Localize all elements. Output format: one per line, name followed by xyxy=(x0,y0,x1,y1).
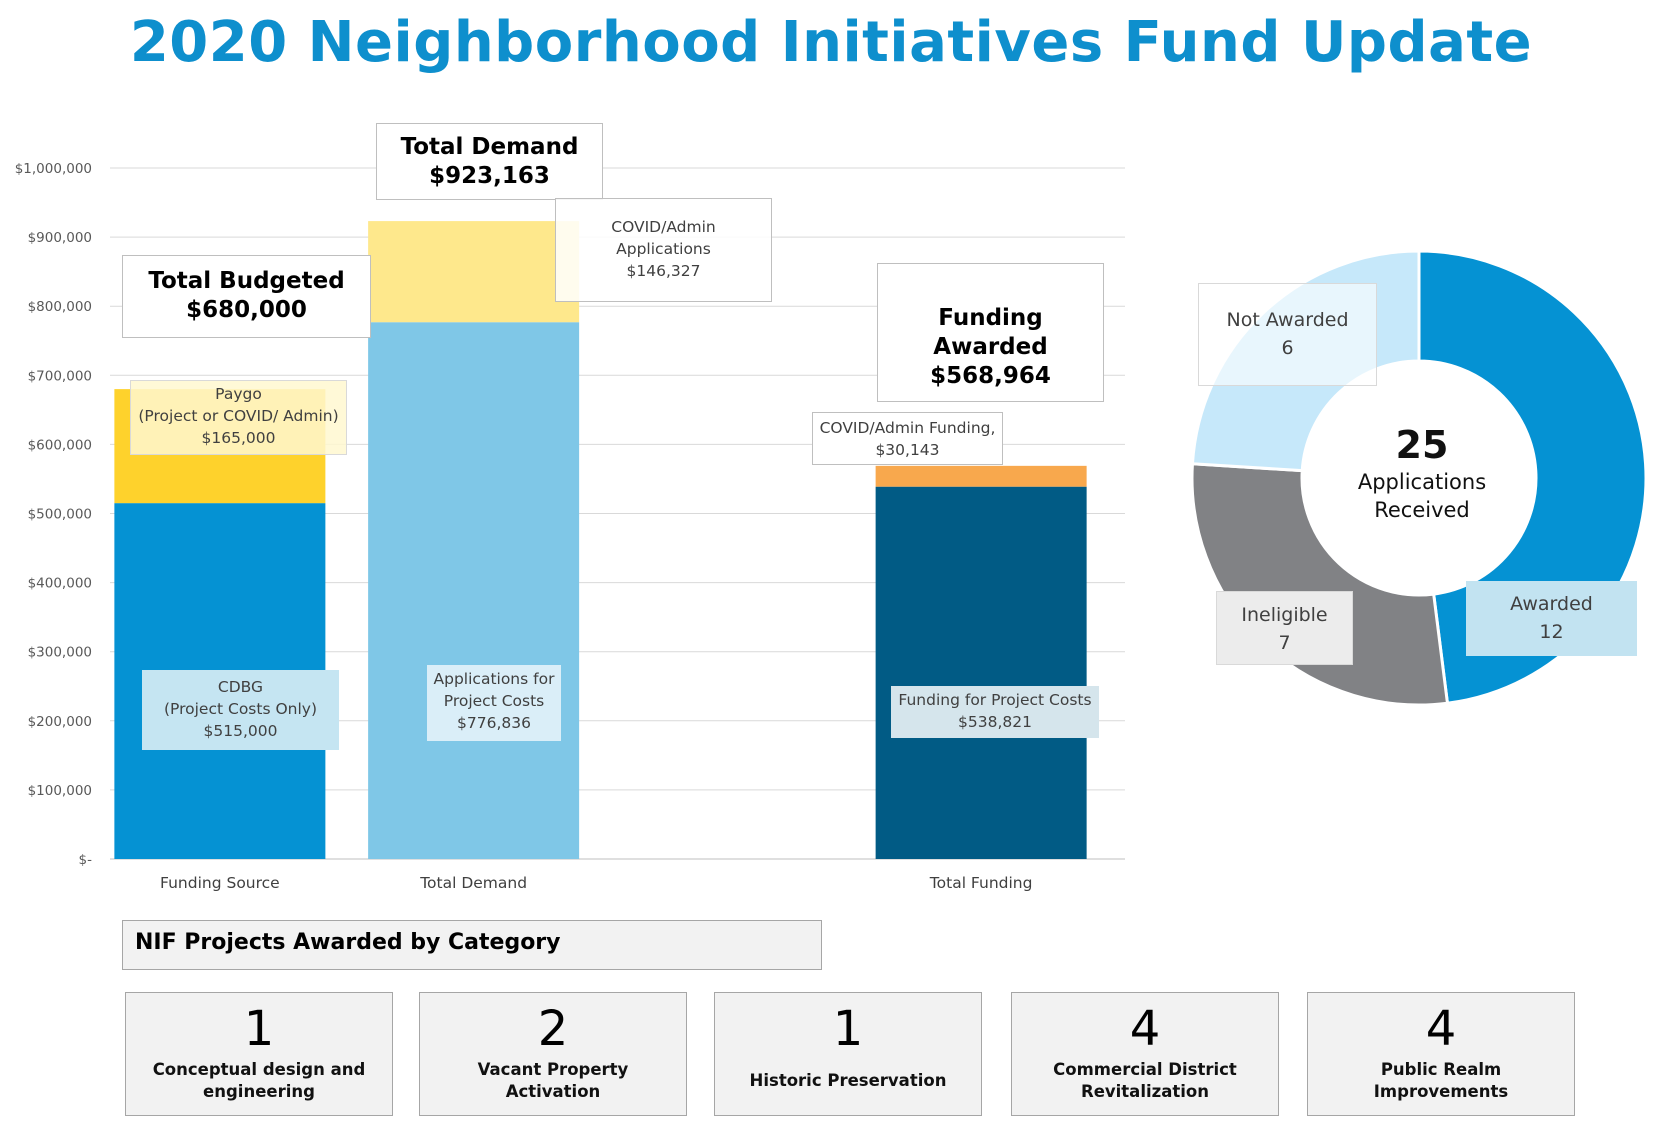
data-label-applications: Applications for Project Costs $776,836 xyxy=(427,665,561,741)
data-label-paygo: Paygo (Project or COVID/ Admin) $165,000 xyxy=(130,380,347,455)
category-count: 2 xyxy=(537,1001,569,1057)
bar-segment xyxy=(368,221,580,323)
not-awarded-label: Not Awarded xyxy=(1226,309,1349,331)
bar-segment xyxy=(875,486,1087,859)
covid-applications-label-line: COVID/Admin xyxy=(611,218,716,236)
donut-slice xyxy=(1190,462,1450,707)
y-tick-label: $800,000 xyxy=(28,299,92,315)
category-count: 1 xyxy=(243,1001,275,1057)
donut-center-text: Applications xyxy=(1357,470,1487,494)
funding-projects-label-line: Funding for Project Costs xyxy=(898,691,1092,709)
category-name: Vacant Property Activation xyxy=(477,1060,629,1101)
total-demand-amount: $923,163 xyxy=(429,163,550,189)
funding-awarded-amount: $568,964 xyxy=(930,363,1051,389)
cdbg-label-line: CDBG xyxy=(217,678,264,696)
covid-applications-label-value: $146,327 xyxy=(626,262,701,280)
donut-center-text: Received xyxy=(1374,498,1470,522)
total-demand-heading: Total Demand xyxy=(400,134,579,160)
total-demand-box: Total Demand $923,163 xyxy=(376,123,603,200)
not-awarded-count: 6 xyxy=(1281,337,1294,359)
awarded-label: Awarded xyxy=(1510,593,1593,615)
paygo-label-value: $165,000 xyxy=(201,429,276,447)
paygo-label-line: (Project or COVID/ Admin) xyxy=(138,407,339,425)
cdbg-label-line: (Project Costs Only) xyxy=(163,700,318,718)
page-title: 2020 Neighborhood Initiatives Fund Updat… xyxy=(129,10,1533,75)
y-tick-label: $1,000,000 xyxy=(15,161,92,177)
x-tick-label: Total Demand xyxy=(419,874,527,892)
ineligible-label: Ineligible xyxy=(1241,604,1328,626)
category-count: 1 xyxy=(832,1001,864,1057)
donut-center-value: 25 xyxy=(1395,423,1449,467)
donut-center-label: 25 Applications Received xyxy=(1322,422,1522,524)
bar-segment xyxy=(875,465,1087,487)
ineligible-count: 7 xyxy=(1278,632,1291,654)
category-count: 4 xyxy=(1129,1001,1161,1057)
category-card: 2 Vacant Property Activation xyxy=(419,992,687,1116)
covid-funding-label-line: COVID/Admin Funding, xyxy=(819,419,996,437)
y-tick-label: $300,000 xyxy=(28,645,92,661)
x-tick-label: Total Funding xyxy=(929,874,1033,892)
applications-label-line: Applications for xyxy=(433,670,555,688)
awarded-count: 12 xyxy=(1539,621,1564,643)
cdbg-label-value: $515,000 xyxy=(203,722,278,740)
y-tick-label: $100,000 xyxy=(28,783,92,799)
total-budgeted-box: Total Budgeted $680,000 xyxy=(122,255,371,338)
y-tick-label: $500,000 xyxy=(28,507,92,523)
covid-applications-label-line: Applications xyxy=(616,240,711,258)
data-label-cdbg: CDBG (Project Costs Only) $515,000 xyxy=(142,670,339,750)
pie-label-awarded: Awarded 12 xyxy=(1466,581,1637,656)
y-tick-label: $600,000 xyxy=(28,437,92,453)
y-tick-label: $900,000 xyxy=(28,230,92,246)
category-count: 4 xyxy=(1425,1001,1457,1057)
funding-awarded-heading: Funding Awarded xyxy=(933,305,1048,360)
category-name: Public Realm Improvements xyxy=(1373,1060,1509,1101)
bar-segment xyxy=(368,322,580,860)
pie-label-not-awarded: Not Awarded 6 xyxy=(1198,283,1377,386)
applications-label-value: $776,836 xyxy=(457,714,531,732)
category-card: 4 Commercial District Revitalization xyxy=(1011,992,1279,1116)
applications-label-line: Project Costs xyxy=(443,692,545,710)
paygo-label-line: Paygo xyxy=(215,385,262,403)
funding-projects-label-value: $538,821 xyxy=(958,713,1032,731)
category-name: Conceptual design and engineering xyxy=(152,1060,366,1101)
pie-label-ineligible: Ineligible 7 xyxy=(1216,591,1353,665)
x-tick-label: Funding Source xyxy=(160,874,280,892)
y-tick-label: $200,000 xyxy=(28,714,92,730)
y-tick-label: $700,000 xyxy=(28,368,92,384)
data-label-funding-projects: Funding for Project Costs $538,821 xyxy=(891,686,1099,738)
category-card: 4 Public Realm Improvements xyxy=(1307,992,1575,1116)
funding-awarded-box: Funding Awarded $568,964 xyxy=(877,263,1104,402)
y-tick-label: $- xyxy=(79,852,93,868)
category-card: 1 Historic Preservation xyxy=(714,992,982,1116)
covid-funding-label-value: $30,143 xyxy=(875,441,940,459)
data-label-covid-funding: COVID/Admin Funding, $30,143 xyxy=(812,412,1003,465)
category-section-header: NIF Projects Awarded by Category xyxy=(122,920,822,970)
category-name: Historic Preservation xyxy=(749,1071,947,1090)
total-budgeted-amount: $680,000 xyxy=(186,297,307,323)
total-budgeted-heading: Total Budgeted xyxy=(148,268,345,294)
category-card: 1 Conceptual design and engineering xyxy=(125,992,393,1116)
category-name: Commercial District Revitalization xyxy=(1053,1060,1237,1101)
data-label-covid-applications: COVID/Admin Applications $146,327 xyxy=(555,198,772,302)
y-tick-label: $400,000 xyxy=(28,576,92,592)
